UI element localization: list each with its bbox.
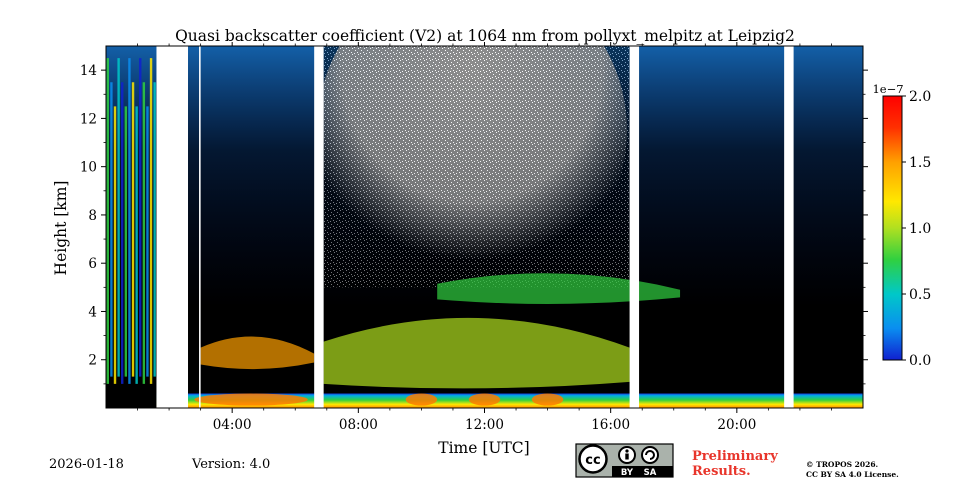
aerosol-hotspot-3 bbox=[531, 393, 564, 406]
license-badge[interactable]: cc BY SA bbox=[575, 443, 674, 478]
x-tick-label-0: 04:00 bbox=[213, 417, 252, 433]
chart-title: Quasi backscatter coefficient (V2) at 10… bbox=[175, 27, 795, 45]
x-tick-label-3: 16:00 bbox=[591, 417, 630, 433]
x-tick-label-4: 20:00 bbox=[717, 417, 756, 433]
y-tick-label-6: 14 bbox=[80, 63, 97, 79]
date-label: 2026-01-18 bbox=[49, 457, 124, 472]
badge-by: BY bbox=[621, 468, 634, 478]
colorbar-tick-label-3: 1.5 bbox=[909, 155, 931, 171]
x-tick-label-1: 08:00 bbox=[339, 417, 378, 433]
data-gap-1 bbox=[199, 46, 201, 408]
version-label: Version: 4.0 bbox=[192, 457, 271, 472]
cc-text: cc bbox=[585, 453, 600, 468]
preliminary-notice: Preliminary Results. bbox=[692, 449, 778, 479]
copyright-notice: © TROPOS 2026. CC BY SA 4.0 License. bbox=[806, 460, 899, 480]
colorbar-tick-label-1: 0.5 bbox=[909, 287, 931, 303]
y-tick-label-1: 4 bbox=[88, 304, 97, 320]
share-alike-icon bbox=[641, 446, 659, 464]
aerosol-hotspot-2 bbox=[468, 393, 501, 406]
y-tick-label-2: 6 bbox=[88, 256, 97, 272]
copyright-line-2: CC BY SA 4.0 License. bbox=[806, 470, 899, 479]
y-tick-label-4: 10 bbox=[80, 160, 97, 176]
copyright-line-1: © TROPOS 2026. bbox=[806, 460, 879, 469]
y-tick-label-3: 8 bbox=[88, 208, 97, 224]
aerosol-layer-elevated-aerosol-afternoon bbox=[437, 273, 681, 304]
y-axis: 2 4 6 8 10 12 14 bbox=[80, 63, 868, 385]
cc-icon bbox=[578, 444, 608, 474]
x-axis-label: Time [UTC] bbox=[438, 439, 529, 457]
badge-sa: SA bbox=[644, 468, 657, 478]
results-line: Results. bbox=[692, 464, 751, 479]
preliminary-line: Preliminary bbox=[692, 449, 778, 464]
colorbar-tick-label-0: 0.0 bbox=[909, 353, 931, 369]
aerosol-layer-elevated-aerosol-morning bbox=[200, 336, 315, 370]
y-tick-label-5: 12 bbox=[80, 111, 97, 127]
y-axis-label: Height [km] bbox=[52, 181, 70, 276]
aerosol-layer-aerosol-layer-midday bbox=[323, 317, 630, 389]
data-gap-0 bbox=[156, 46, 189, 408]
colorbar-offset-label: 1e−7 bbox=[872, 82, 903, 96]
daylight-noise-speckle bbox=[323, 46, 630, 288]
aerosol-hotspot-0 bbox=[194, 393, 308, 406]
colorbar-ticks: 0.0 0.5 1.0 1.5 2.0 bbox=[902, 89, 931, 369]
data-gap-2 bbox=[314, 46, 324, 408]
backscatter-heatmap bbox=[106, 46, 863, 408]
x-tick-label-2: 12:00 bbox=[465, 417, 504, 433]
data-gap-3 bbox=[629, 46, 640, 408]
aerosol-hotspot-1 bbox=[405, 393, 438, 406]
colorbar-tick-label-2: 1.0 bbox=[909, 221, 931, 237]
y-tick-label-0: 2 bbox=[88, 353, 97, 369]
colorbar bbox=[882, 95, 903, 361]
x-axis: 04:00 08:00 12:00 16:00 20:00 bbox=[137, 42, 832, 433]
aerosol-layer-boundary-layer-aerosol bbox=[156, 393, 863, 408]
colorbar-tick-label-4: 2.0 bbox=[909, 89, 931, 105]
data-gap-4 bbox=[784, 46, 794, 408]
